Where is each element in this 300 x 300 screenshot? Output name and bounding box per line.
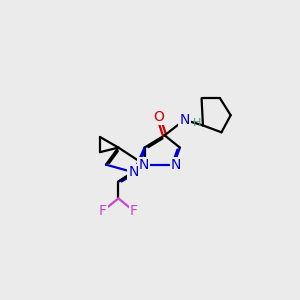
Text: H: H (193, 118, 201, 128)
Text: N: N (179, 113, 190, 127)
Text: N: N (138, 158, 148, 172)
Text: N: N (128, 165, 139, 179)
Text: F: F (130, 204, 138, 218)
Text: O: O (153, 110, 164, 124)
Text: N: N (171, 158, 181, 172)
Text: F: F (99, 204, 107, 218)
